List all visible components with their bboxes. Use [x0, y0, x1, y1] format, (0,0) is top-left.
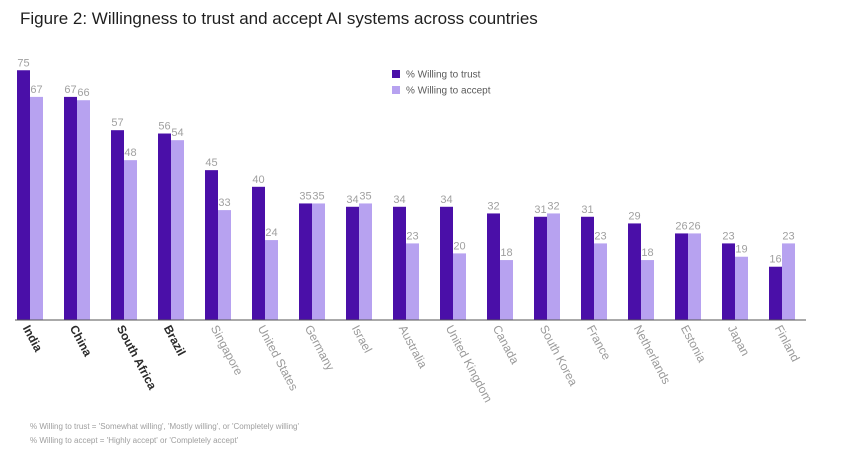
data-label-accept-germany: 35 — [312, 190, 324, 202]
data-label-accept-china: 66 — [77, 87, 89, 99]
bar-trust-india — [17, 70, 30, 320]
category-labels-group: India China South Africa Brazil Singapore Uni… — [20, 323, 803, 405]
data-label-trust-india: 75 — [17, 57, 29, 69]
legend-label-accept: % Willing to accept — [406, 86, 491, 97]
bar-accept-germany — [312, 203, 325, 320]
bar-accept-singapore — [218, 210, 231, 320]
category-label-united-kingdom: United Kingdom — [443, 323, 495, 405]
bar-trust-germany — [299, 203, 312, 320]
footnote-accept: % Willing to accept = 'Highly accept' or… — [30, 436, 239, 445]
bar-trust-south-africa — [111, 130, 124, 320]
bar-trust-united-states — [252, 186, 265, 320]
legend-swatch-trust — [392, 70, 400, 78]
data-label-accept-israel: 35 — [359, 190, 371, 202]
category-label-south-africa: South Africa — [114, 323, 160, 392]
category-label-japan: Japan — [725, 323, 753, 358]
bar-trust-estonia — [675, 233, 688, 320]
bar-trust-singapore — [205, 170, 218, 320]
bar-accept-netherlands — [641, 260, 654, 320]
bar-accept-japan — [735, 256, 748, 320]
bar-accept-united-kingdom — [453, 253, 466, 320]
bar-accept-canada — [500, 260, 513, 320]
bar-accept-estonia — [688, 233, 701, 320]
bar-trust-netherlands — [628, 223, 641, 320]
bar-trust-australia — [393, 206, 406, 320]
category-label-estonia: Estonia — [678, 323, 709, 365]
data-label-accept-united-states: 24 — [265, 227, 277, 239]
category-label-netherlands: Netherlands — [631, 323, 674, 387]
category-label-china: China — [67, 323, 95, 359]
bar-trust-brazil — [158, 133, 171, 320]
bar-accept-finland — [782, 243, 795, 320]
category-label-germany: Germany — [302, 323, 338, 373]
bar-trust-south-korea — [534, 216, 547, 320]
data-label-trust-united-states: 40 — [252, 174, 264, 186]
category-label-united-states: United States — [255, 323, 301, 393]
legend-swatch-accept — [392, 86, 400, 94]
data-label-trust-germany: 35 — [299, 190, 311, 202]
data-label-accept-south-korea: 32 — [547, 200, 559, 212]
data-label-trust-estonia: 26 — [675, 220, 687, 232]
category-label-israel: Israel — [349, 323, 375, 355]
data-label-accept-india: 67 — [30, 84, 42, 96]
bar-trust-japan — [722, 243, 735, 320]
data-label-trust-finland: 16 — [769, 254, 781, 266]
bar-trust-china — [64, 96, 77, 320]
data-label-trust-france: 31 — [581, 204, 593, 216]
data-label-trust-canada: 32 — [487, 200, 499, 212]
data-label-accept-united-kingdom: 20 — [453, 240, 465, 252]
legend: % Willing to trust % Willing to accept — [392, 70, 491, 97]
data-label-trust-netherlands: 29 — [628, 210, 640, 222]
data-label-accept-south-africa: 48 — [124, 147, 136, 159]
data-label-accept-netherlands: 18 — [641, 247, 653, 259]
data-label-trust-japan: 23 — [722, 230, 734, 242]
data-label-accept-finland: 23 — [782, 230, 794, 242]
data-label-trust-israel: 34 — [346, 194, 358, 206]
bar-trust-finland — [769, 266, 782, 320]
category-label-france: France — [584, 323, 614, 363]
data-label-accept-france: 23 — [594, 230, 606, 242]
data-label-trust-china: 67 — [64, 84, 76, 96]
bar-accept-united-states — [265, 240, 278, 320]
data-label-accept-australia: 23 — [406, 230, 418, 242]
data-label-trust-united-kingdom: 34 — [440, 194, 452, 206]
legend-label-trust: % Willing to trust — [406, 70, 481, 81]
data-label-trust-brazil: 56 — [158, 121, 170, 133]
chart-title: Figure 2: Willingness to trust and accep… — [20, 9, 538, 28]
category-label-south-korea: South Korea — [537, 323, 581, 389]
category-label-india: India — [20, 323, 46, 355]
category-label-singapore: Singapore — [208, 323, 246, 378]
bar-accept-india — [30, 96, 43, 320]
data-label-trust-south-korea: 31 — [534, 204, 546, 216]
bar-accept-south-africa — [124, 160, 137, 320]
bars-group — [17, 70, 795, 320]
bar-trust-canada — [487, 213, 500, 320]
data-label-accept-singapore: 33 — [218, 197, 230, 209]
category-label-finland: Finland — [772, 323, 803, 364]
bar-trust-united-kingdom — [440, 206, 453, 320]
bar-trust-israel — [346, 206, 359, 320]
bar-accept-france — [594, 243, 607, 320]
data-label-trust-australia: 34 — [393, 194, 405, 206]
data-label-trust-south-africa: 57 — [111, 117, 123, 129]
bar-trust-france — [581, 216, 594, 320]
footnote-trust: % Willing to trust = 'Somewhat willing',… — [30, 422, 300, 431]
category-label-australia: Australia — [396, 323, 430, 371]
bar-accept-brazil — [171, 140, 184, 320]
category-label-brazil: Brazil — [161, 323, 189, 358]
data-label-trust-singapore: 45 — [205, 157, 217, 169]
data-label-accept-japan: 19 — [735, 244, 747, 256]
data-label-accept-brazil: 54 — [171, 127, 183, 139]
bar-accept-australia — [406, 243, 419, 320]
data-label-accept-estonia: 26 — [688, 220, 700, 232]
bar-accept-israel — [359, 203, 372, 320]
category-label-canada: Canada — [490, 323, 522, 367]
bar-accept-china — [77, 100, 90, 320]
bar-accept-south-korea — [547, 213, 560, 320]
data-label-accept-canada: 18 — [500, 247, 512, 259]
